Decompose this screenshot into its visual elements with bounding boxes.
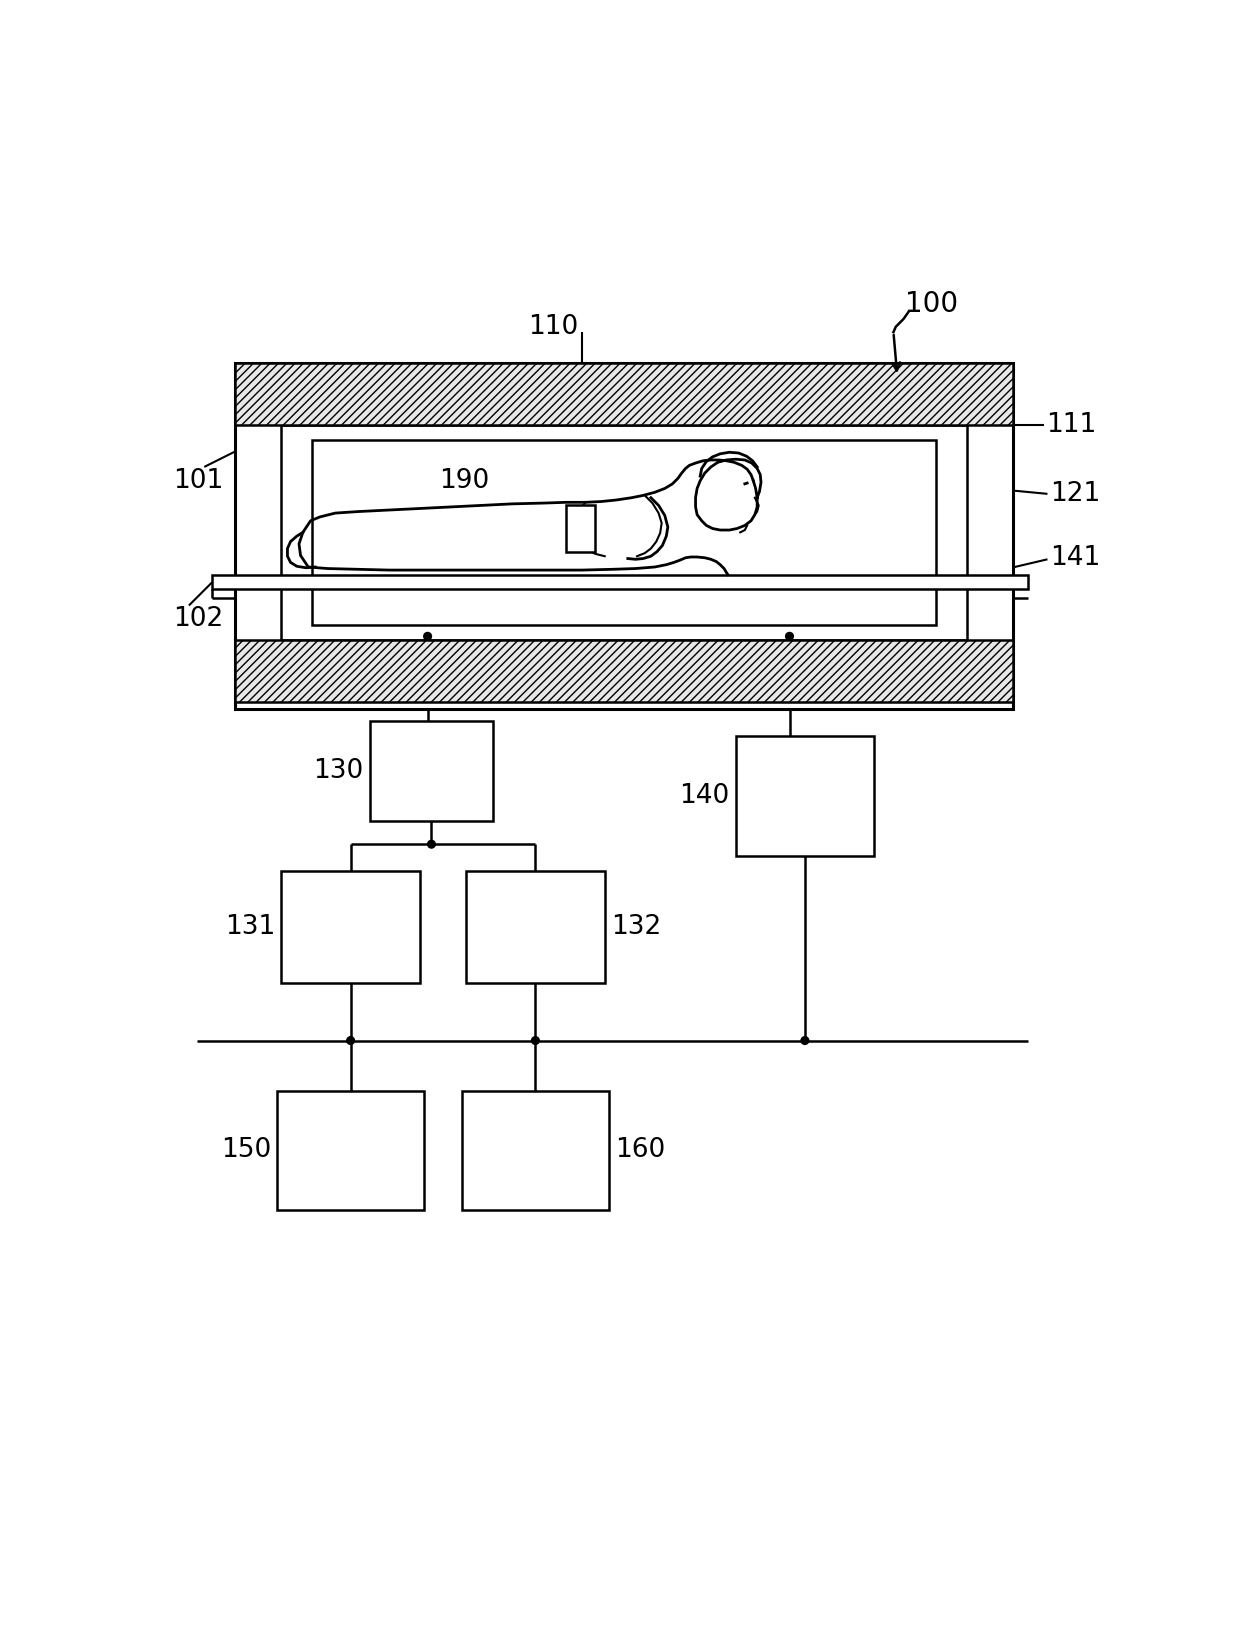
Circle shape [428, 841, 435, 849]
Text: 190: 190 [439, 467, 490, 494]
Bar [466, 872, 605, 982]
Bar [567, 505, 595, 551]
Bar [212, 574, 1028, 589]
Text: 131: 131 [224, 915, 275, 939]
Text: 100: 100 [905, 290, 959, 317]
Text: 102: 102 [174, 607, 223, 632]
Circle shape [786, 632, 794, 640]
Bar [281, 424, 967, 640]
Circle shape [424, 632, 432, 640]
Text: 141: 141 [1050, 544, 1100, 571]
Circle shape [347, 1036, 355, 1045]
Text: 111: 111 [1045, 411, 1096, 438]
Bar [278, 1091, 424, 1211]
Bar [281, 872, 420, 982]
Text: 130: 130 [314, 758, 363, 785]
Bar [735, 737, 874, 855]
Circle shape [532, 1036, 539, 1045]
Circle shape [801, 1036, 808, 1045]
Bar [370, 721, 494, 821]
Text: 121: 121 [1050, 480, 1100, 507]
Bar [312, 439, 936, 625]
Bar [236, 640, 1013, 702]
Text: 160: 160 [615, 1137, 665, 1163]
Text: 140: 140 [680, 783, 729, 809]
Text: 150: 150 [221, 1137, 272, 1163]
Bar [463, 1091, 609, 1211]
Bar [236, 364, 1013, 709]
Text: 101: 101 [174, 467, 223, 494]
Text: 132: 132 [611, 915, 661, 939]
Bar [236, 364, 1013, 424]
Text: 110: 110 [528, 314, 578, 341]
